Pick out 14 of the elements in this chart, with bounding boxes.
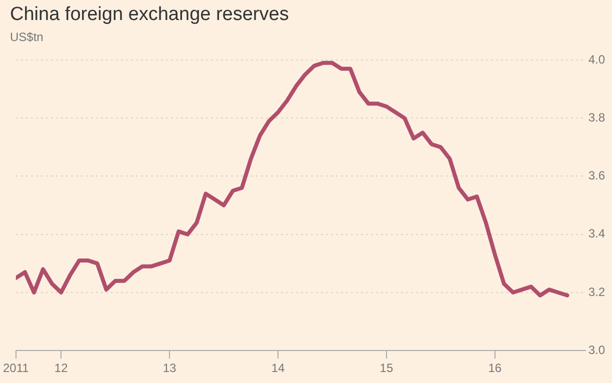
chart-subtitle: US$tn bbox=[10, 30, 44, 44]
chart-title: China foreign exchange reserves bbox=[10, 4, 289, 26]
y-tick-label: 3.8 bbox=[588, 110, 606, 124]
x-tick-label: 2011 bbox=[2, 361, 30, 376]
y-tick-label: 4.0 bbox=[588, 52, 606, 66]
y-tick-label: 3.2 bbox=[588, 284, 606, 299]
y-tick-label: 3.6 bbox=[588, 168, 606, 183]
x-tick-label: 14 bbox=[271, 361, 286, 376]
x-tick-label: 13 bbox=[162, 361, 177, 376]
x-tick-label: 12 bbox=[54, 361, 68, 376]
x-tick-label: 16 bbox=[488, 361, 502, 376]
y-tick-label: 3.4 bbox=[588, 226, 606, 241]
x-tick-label: 15 bbox=[380, 361, 394, 376]
y-tick-label: 3.0 bbox=[588, 342, 606, 357]
